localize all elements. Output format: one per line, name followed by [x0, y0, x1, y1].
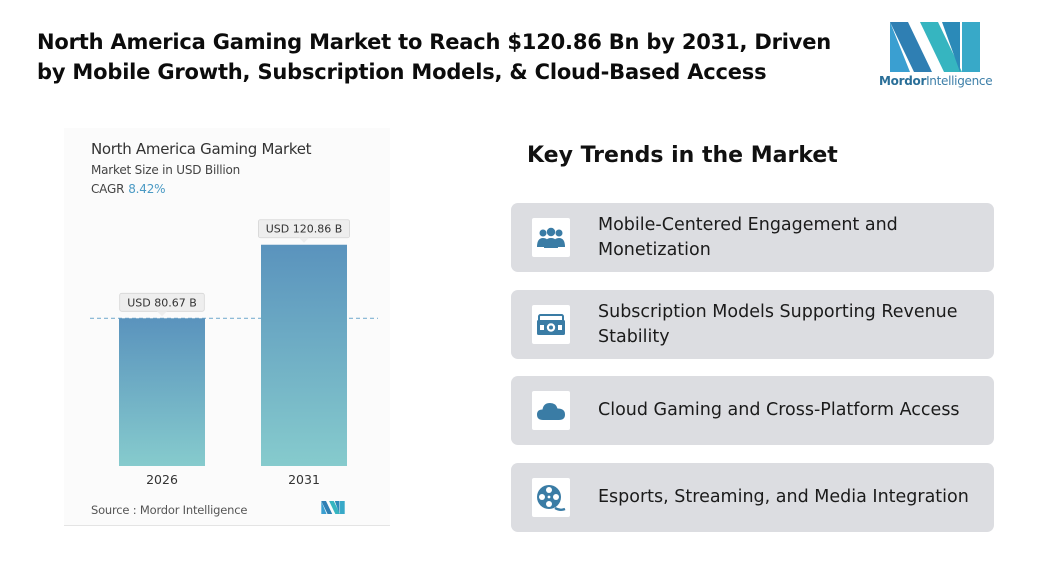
cagr-value: 8.42%	[128, 182, 166, 196]
chart-source: Source : Mordor Intelligence	[91, 503, 248, 517]
trend-label: Mobile-Centered Engagement and Monetizat…	[598, 214, 898, 260]
market-size-chart: North America Gaming Market Market Size …	[64, 128, 390, 526]
trend-item-subscription: Subscription Models Supporting Revenue S…	[511, 290, 994, 359]
chart-source-logo-icon	[321, 501, 345, 514]
headline-line-2: by Mobile Growth, Subscription Models, &…	[37, 60, 767, 84]
trend-item-cloud: Cloud Gaming and Cross-Platform Access	[511, 376, 994, 445]
bar-2031	[261, 244, 347, 466]
mordor-intelligence-logo-icon	[890, 22, 980, 72]
data-label: USD 120.86 B	[266, 223, 343, 236]
headline-line-1: North America Gaming Market to Reach $12…	[37, 30, 832, 54]
trend-label: Cloud Gaming and Cross-Platform Access	[598, 400, 960, 420]
chart-subtitle: Market Size in USD Billion	[91, 163, 241, 177]
category-label: 2031	[288, 472, 320, 487]
users-group-icon	[532, 218, 570, 257]
data-label-pointer	[299, 237, 309, 243]
brand-name: MordorIntelligence	[879, 74, 993, 88]
film-reel-icon	[532, 478, 570, 517]
trend-label: Subscription Models Supporting Revenue S…	[598, 301, 958, 347]
chart-cagr: CAGR 8.42%	[91, 182, 166, 196]
brand-logo: MordorIntelligence	[876, 22, 996, 94]
data-label-badge	[119, 292, 205, 312]
key-trends-heading: Key Trends in the Market	[527, 143, 838, 168]
cloud-icon	[532, 391, 570, 430]
trend-label: Esports, Streaming, and Media Integratio…	[598, 487, 969, 507]
category-label: 2026	[146, 472, 178, 487]
bar-2026	[119, 318, 205, 466]
money-bill-icon	[532, 305, 570, 344]
trend-item-esports: Esports, Streaming, and Media Integratio…	[511, 463, 994, 532]
page-headline: North America Gaming Market to Reach $12…	[37, 27, 857, 87]
chart-title: North America Gaming Market	[91, 140, 312, 158]
data-label: USD 80.67 B	[127, 296, 197, 309]
data-label-pointer	[157, 311, 167, 317]
trend-item-mobile: Mobile-Centered Engagement and Monetizat…	[511, 203, 994, 272]
chart-plot: USD 80.67 B 2026 USD 120.86 B 2031	[90, 219, 378, 487]
